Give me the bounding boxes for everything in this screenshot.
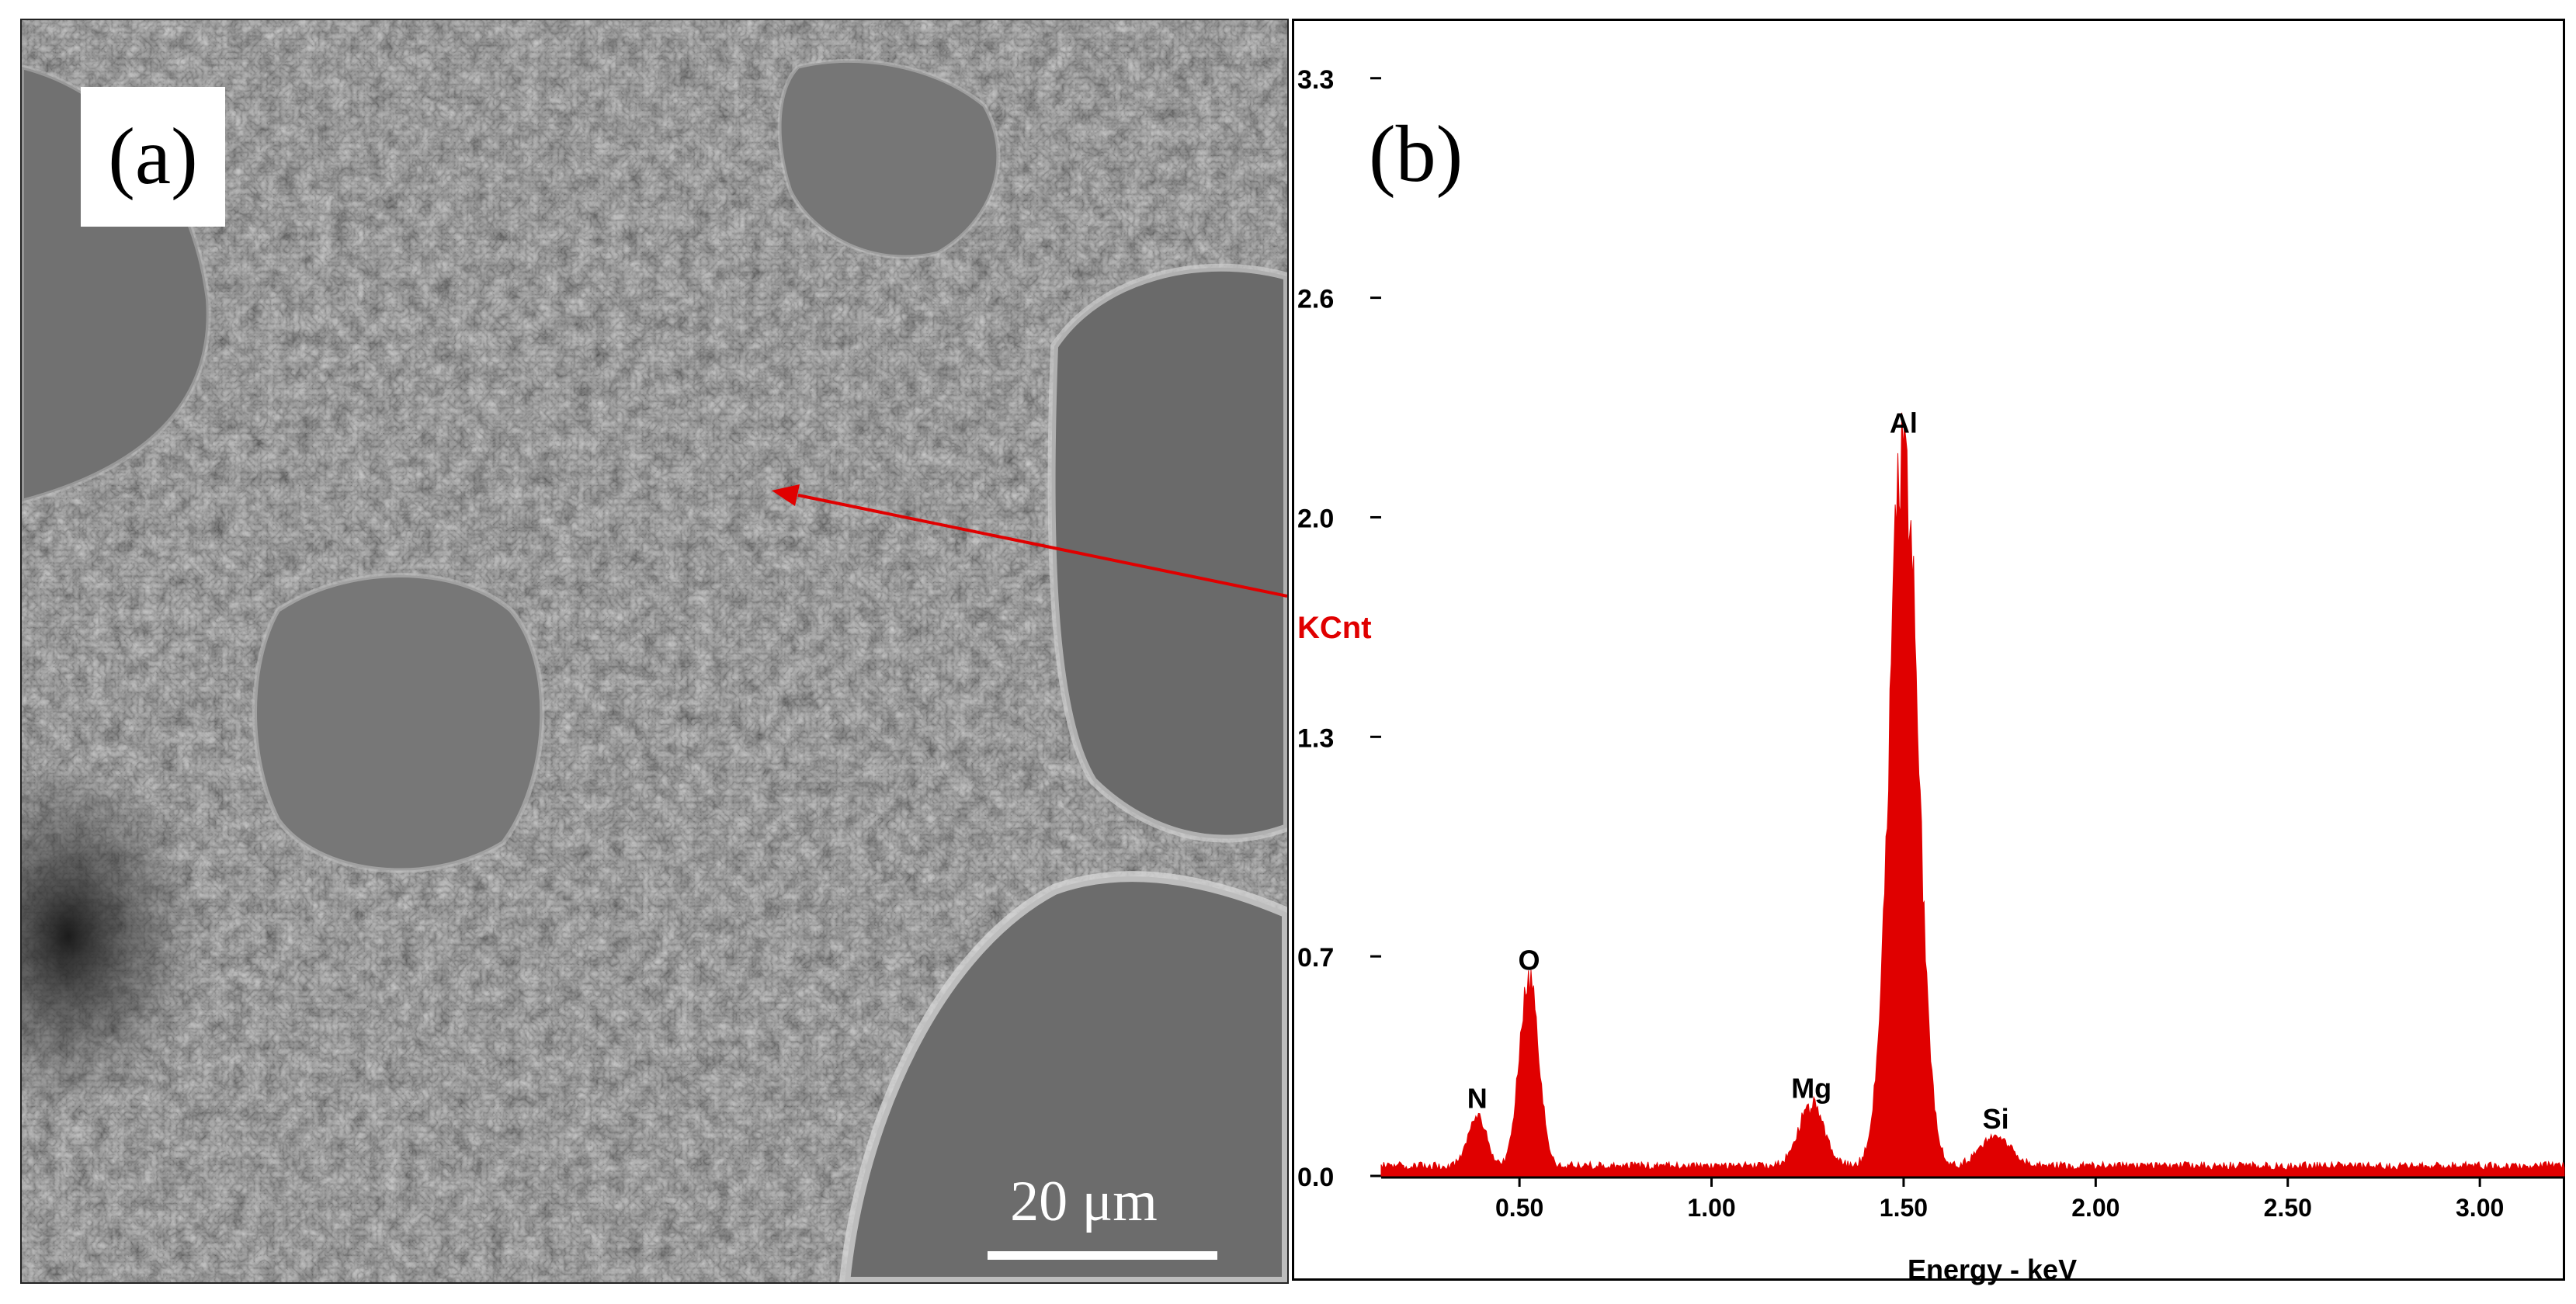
x-tick-label: 0.50 bbox=[1495, 1194, 1543, 1222]
eds-spectrum-chart: 0.0 0.7 1.3 2.0 2.6 3.3 0.50 1.00 1.50 2.00 2.50 3… bbox=[1297, 65, 2565, 1222]
y-tick-label: 0.0 bbox=[1297, 1163, 1334, 1192]
peak-label-n: N bbox=[1467, 1083, 1488, 1115]
panel-a-label: (a) bbox=[81, 87, 225, 227]
eds-spectrum-panel: 0.0 0.7 1.3 2.0 2.6 3.3 0.50 1.00 1.50 2.00 2.50 3… bbox=[1292, 19, 2565, 1285]
y-tick-label: 2.6 bbox=[1297, 285, 1334, 314]
x-tick-label: 3.00 bbox=[2456, 1194, 2504, 1222]
peak-label-al: Al bbox=[1890, 407, 1918, 439]
y-tick-label: 2.0 bbox=[1297, 504, 1334, 533]
x-tick-label: 2.50 bbox=[2264, 1194, 2312, 1222]
sem-micrograph-image bbox=[22, 20, 1287, 1282]
scale-bar-label: 20 μm bbox=[1010, 1170, 1158, 1233]
x-tick-label: 1.00 bbox=[1687, 1194, 1735, 1222]
peak-label-o: O bbox=[1518, 944, 1540, 976]
x-tick-label: 2.00 bbox=[2071, 1194, 2119, 1222]
panel-b-label: (b) bbox=[1369, 109, 1463, 199]
x-axis-label: Energy - keV bbox=[1908, 1254, 2078, 1285]
y-axis-label: KCnt bbox=[1297, 611, 1372, 645]
y-tick-label: 3.3 bbox=[1297, 65, 1334, 95]
peak-label-mg: Mg bbox=[1791, 1073, 1831, 1105]
spectrum-area bbox=[1380, 412, 2565, 1177]
x-tick-label: 1.50 bbox=[1880, 1194, 1928, 1222]
peak-label-si: Si bbox=[1983, 1103, 2009, 1135]
y-tick-label: 1.3 bbox=[1297, 723, 1334, 753]
sem-micrograph-panel: (a) 20 μm bbox=[20, 19, 1289, 1284]
y-tick-label: 0.7 bbox=[1297, 943, 1334, 973]
scale-bar bbox=[988, 1251, 1217, 1260]
